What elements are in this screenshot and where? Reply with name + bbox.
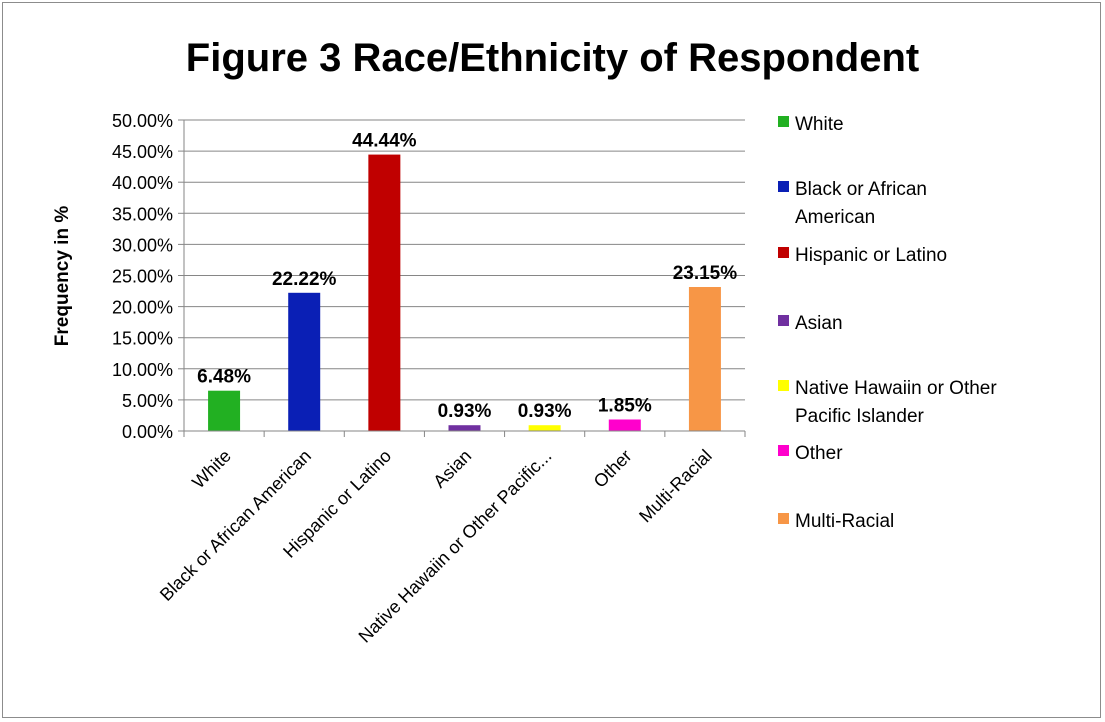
- data-label: 6.48%: [197, 367, 251, 388]
- data-label: 0.93%: [518, 401, 572, 422]
- legend-label: American: [795, 207, 875, 228]
- data-label: 0.93%: [438, 401, 492, 422]
- legend-label: Native Hawaiin or Other: [795, 378, 997, 399]
- y-tick-label: 45.00%: [112, 142, 173, 162]
- chart-title: Figure 3 Race/Ethnicity of Respondent: [185, 36, 920, 80]
- bar-5: [528, 425, 561, 431]
- y-tick-label: 20.00%: [112, 298, 173, 318]
- x-tick-label: Other: [590, 446, 636, 492]
- legend-swatch: [778, 380, 789, 391]
- legend-label: Hispanic or Latino: [795, 245, 947, 266]
- x-axis: [183, 120, 746, 437]
- legend-swatch: [778, 116, 789, 127]
- x-tick-label: Asian: [429, 446, 475, 492]
- data-label: 22.22%: [272, 269, 337, 290]
- bar-3: [368, 154, 401, 432]
- y-tick-label: 15.00%: [112, 329, 173, 349]
- legend-label: Multi-Racial: [795, 511, 894, 532]
- x-tick-label: Black or African American: [156, 446, 315, 605]
- legend: White Black or African American Hispanic or…: [778, 114, 997, 532]
- y-tick-label: 5.00%: [122, 391, 173, 411]
- legend-swatch: [778, 315, 789, 326]
- y-tick-label: 25.00%: [112, 267, 173, 287]
- bar-1: [208, 390, 241, 431]
- bar-2: [288, 292, 321, 431]
- y-tick-label: 10.00%: [112, 360, 173, 380]
- legend-label: Asian: [795, 313, 843, 334]
- bar-4: [448, 425, 481, 431]
- x-tick-label: Multi-Racial: [635, 446, 716, 527]
- legend-label: Black or African: [795, 179, 927, 200]
- data-label: 1.85%: [598, 395, 652, 416]
- data-label: 44.44%: [352, 131, 417, 152]
- legend-label: Other: [795, 443, 843, 464]
- legend-swatch: [778, 181, 789, 192]
- bar-6: [608, 419, 641, 431]
- y-tick-label: 40.00%: [112, 173, 173, 193]
- bar-7: [688, 287, 721, 431]
- x-tick-label: White: [188, 446, 235, 493]
- legend-swatch: [778, 513, 789, 524]
- legend-swatch: [778, 247, 789, 258]
- legend-swatch: [778, 445, 789, 456]
- bars: 6.48% 22.22% 44.44% 0.93% 0.93% 1.85% 23.15%: [197, 131, 738, 432]
- y-tick-labels: 0.00% 5.00% 10.00% 15.00% 20.00% 25.00% 30.00%…: [112, 111, 173, 442]
- legend-label: White: [795, 114, 844, 135]
- y-tick-label: 30.00%: [112, 235, 173, 255]
- y-tick-label: 50.00%: [112, 111, 173, 131]
- data-label: 23.15%: [673, 263, 738, 284]
- legend-label: Pacific Islander: [795, 406, 925, 427]
- y-axis-label: Frequency in %: [52, 206, 73, 347]
- y-tick-label: 35.00%: [112, 204, 173, 224]
- grid-lines: [178, 119, 745, 432]
- y-tick-label: 0.00%: [122, 422, 173, 442]
